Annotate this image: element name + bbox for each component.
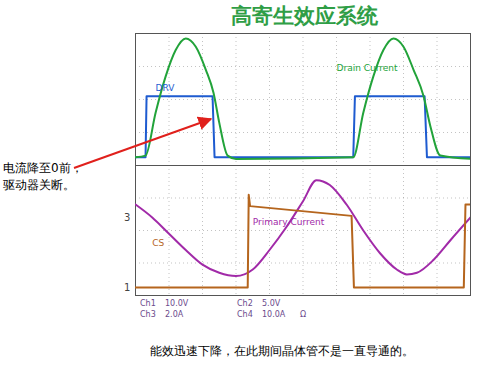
- html-text:高寄生效应系统: 高寄生效应系统: [231, 4, 378, 28]
- svg-text:Ω: Ω: [300, 310, 306, 319]
- svg-text:DRV: DRV: [156, 83, 176, 93]
- svg-text:2.0A: 2.0A: [165, 310, 184, 319]
- svg-text:Ch3: Ch3: [140, 310, 156, 319]
- html-text:驱动器关断。: 驱动器关断。: [3, 178, 75, 192]
- svg-text:Ch4: Ch4: [237, 310, 253, 319]
- svg-text:Primary Current: Primary Current: [253, 217, 325, 227]
- svg-text:3: 3: [124, 212, 130, 223]
- svg-text:5.0V: 5.0V: [262, 299, 281, 308]
- svg-text:10.0V: 10.0V: [165, 299, 189, 308]
- html-text:电流降至0前，: 电流降至0前，: [3, 161, 83, 175]
- svg-text:Ch2: Ch2: [237, 299, 253, 308]
- svg-text:Ch1: Ch1: [140, 299, 156, 308]
- svg-text:10.0A: 10.0A: [262, 310, 286, 319]
- html-text:能效迅速下降，在此期间晶体管不是一直导通的。: 能效迅速下降，在此期间晶体管不是一直导通的。: [150, 344, 414, 358]
- svg-text:CS: CS: [152, 238, 164, 248]
- svg-text:Drain Current: Drain Current: [337, 63, 398, 73]
- svg-text:1: 1: [124, 282, 130, 293]
